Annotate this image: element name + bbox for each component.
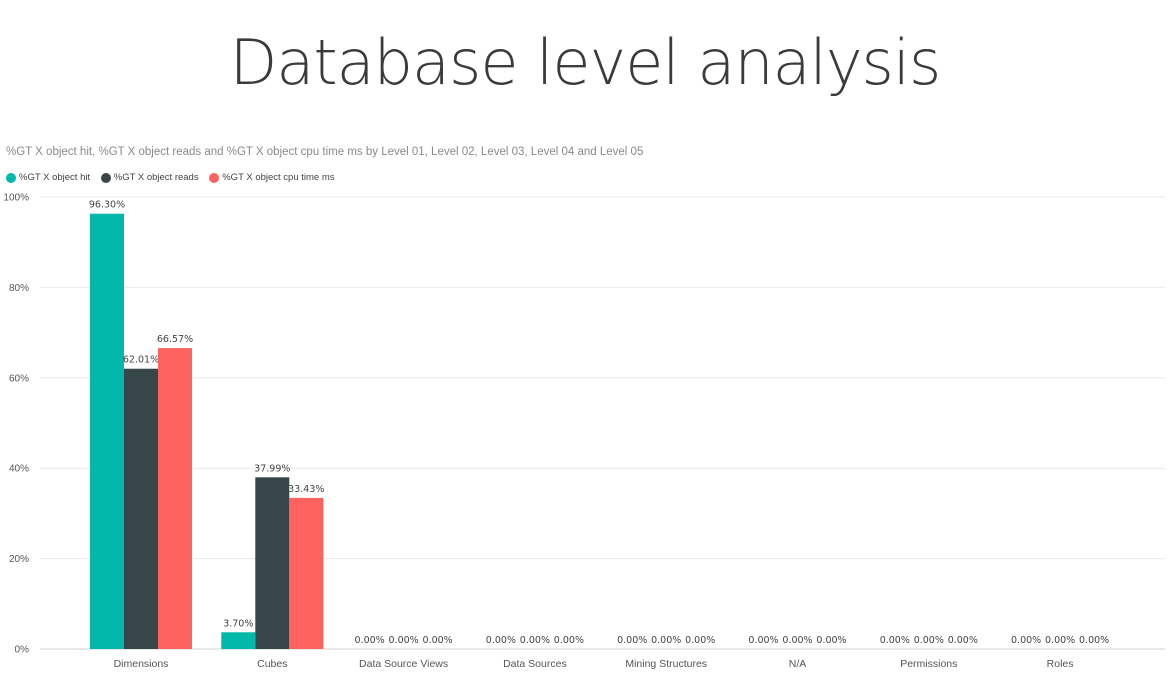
- data-label: 0.00%: [685, 635, 715, 646]
- x-tick-label: Mining Structures: [625, 658, 707, 670]
- x-tick-label: Cubes: [257, 658, 287, 670]
- data-label: 0.00%: [816, 635, 846, 646]
- data-label: 0.00%: [1011, 635, 1041, 646]
- data-label: 66.57%: [157, 334, 193, 345]
- data-label: 0.00%: [782, 635, 812, 646]
- bar: [289, 498, 323, 649]
- data-label: 0.00%: [389, 635, 419, 646]
- y-tick-label: 80%: [9, 283, 29, 294]
- data-label: 0.00%: [880, 635, 910, 646]
- data-label: 0.00%: [554, 635, 584, 646]
- data-label: 0.00%: [520, 635, 550, 646]
- data-label: 0.00%: [914, 635, 944, 646]
- data-label: 0.00%: [748, 635, 778, 646]
- data-label: 0.00%: [355, 635, 385, 646]
- data-label: 33.43%: [288, 484, 324, 495]
- x-tick-label: Data Sources: [503, 658, 567, 670]
- bar: [221, 632, 255, 649]
- y-tick-label: 100%: [3, 193, 29, 204]
- data-label: 0.00%: [617, 635, 647, 646]
- x-tick-label: Roles: [1047, 658, 1074, 670]
- x-tick-label: N/A: [789, 658, 807, 670]
- y-tick-label: 40%: [9, 464, 29, 475]
- data-label: 0.00%: [1045, 635, 1075, 646]
- y-tick-label: 20%: [9, 554, 29, 565]
- x-tick-label: Permissions: [900, 658, 957, 670]
- data-label: 0.00%: [486, 635, 516, 646]
- data-label: 62.01%: [123, 355, 159, 366]
- data-label: 37.99%: [254, 463, 290, 474]
- bar: [158, 348, 192, 649]
- bar: [90, 214, 124, 649]
- bar: [255, 477, 289, 649]
- y-tick-label: 60%: [9, 373, 29, 384]
- data-label: 3.70%: [223, 618, 253, 629]
- data-label: 0.00%: [948, 635, 978, 646]
- y-tick-label: 0%: [15, 645, 30, 656]
- x-tick-label: Data Source Views: [359, 658, 448, 670]
- data-label: 0.00%: [1079, 635, 1109, 646]
- data-label: 96.30%: [89, 200, 125, 211]
- data-label: 0.00%: [651, 635, 681, 646]
- bar: [124, 369, 158, 649]
- data-label: 0.00%: [423, 635, 453, 646]
- x-tick-label: Dimensions: [114, 658, 169, 670]
